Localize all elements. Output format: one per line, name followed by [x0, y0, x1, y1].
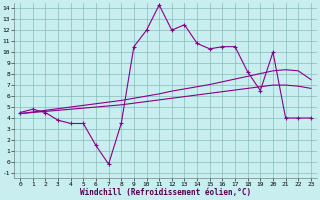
X-axis label: Windchill (Refroidissement éolien,°C): Windchill (Refroidissement éolien,°C): [80, 188, 251, 197]
